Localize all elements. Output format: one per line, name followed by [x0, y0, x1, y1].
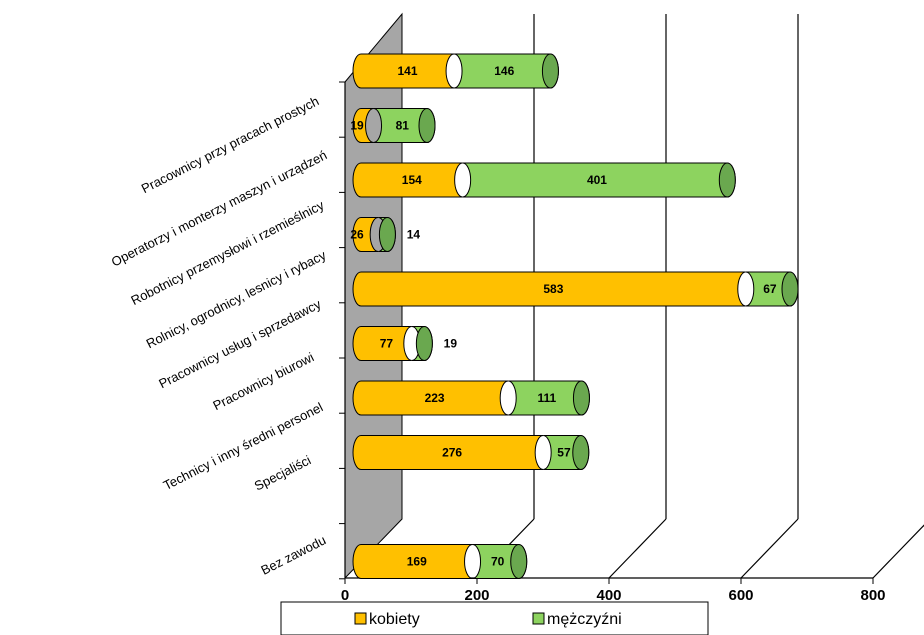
bar-end-cap [781, 271, 799, 307]
value-label-kobiety: 169 [407, 555, 427, 569]
legend-swatch-kobiety [354, 612, 367, 625]
bar-end-cap [415, 326, 433, 361]
bar-end-cap [572, 380, 590, 416]
bars: 141 146 19 81 154 401 26 14 583 67 77 19 223 111 276 57… [350, 53, 799, 579]
category-label: Technicy i inny średni personel [161, 399, 326, 493]
category-label: Pracownicy usług i sprzedawcy [156, 296, 324, 391]
bar-end-cap [510, 544, 528, 579]
value-label-kobiety: 223 [425, 391, 445, 405]
value-label-kobiety: 26 [350, 228, 364, 242]
bar-end-cap [572, 435, 590, 470]
value-label-mezczyzni: 401 [587, 173, 607, 187]
category-label: Rolnicy, ogrodnicy, lesnicy i rybacy [144, 247, 329, 351]
value-label-mezczyzni: 81 [396, 119, 410, 133]
gridlines [476, 14, 924, 579]
category-label: Robotnicy przemysłowi i rzemieślnicy [128, 197, 326, 308]
value-label-mezczyzni: 146 [494, 64, 514, 78]
value-label-mezczyzni: 67 [763, 282, 777, 296]
legend: kobiety mężczyźni [280, 601, 709, 635]
x-tick-label: 600 [728, 587, 753, 604]
x-tick-label: 400 [596, 587, 621, 604]
value-label-kobiety: 583 [543, 282, 563, 296]
value-label-mezczyzni: 19 [444, 337, 458, 351]
bar-end-cap [378, 217, 396, 252]
x-tick-label: 0 [341, 587, 349, 604]
value-label-mezczyzni: 70 [491, 555, 505, 569]
gridline-floor-800 [872, 524, 924, 579]
value-label-kobiety: 141 [398, 64, 418, 78]
value-label-kobiety: 276 [442, 446, 462, 460]
value-label-kobiety: 154 [402, 173, 422, 187]
value-label-mezczyzni: 57 [557, 446, 571, 460]
bar-end-cap [418, 108, 436, 143]
category-label: Specjaliści [252, 452, 314, 493]
x-tick-label: 200 [464, 587, 489, 604]
x-tick-label: 800 [860, 587, 885, 604]
legend-swatch-mezczyzni [532, 612, 545, 625]
value-label-kobiety: 77 [380, 337, 394, 351]
legend-label: kobiety [369, 611, 420, 628]
category-label: Pracownicy przy pracach prostych [139, 93, 322, 196]
value-label-mezczyzni: 111 [537, 391, 556, 405]
category-label: Bez zawodu [258, 532, 328, 578]
value-label-kobiety: 19 [350, 119, 364, 133]
bar-end-cap [541, 53, 559, 89]
value-label-mezczyzni: 14 [407, 228, 421, 242]
legend-box [280, 601, 709, 635]
category-labels: Pracownicy przy pracach prostychOperator… [109, 93, 330, 578]
bar-end-cap [718, 162, 736, 198]
legend-label: mężczyźni [547, 611, 622, 628]
gridline-floor-400 [608, 518, 667, 579]
gridline-floor-600 [740, 518, 799, 579]
